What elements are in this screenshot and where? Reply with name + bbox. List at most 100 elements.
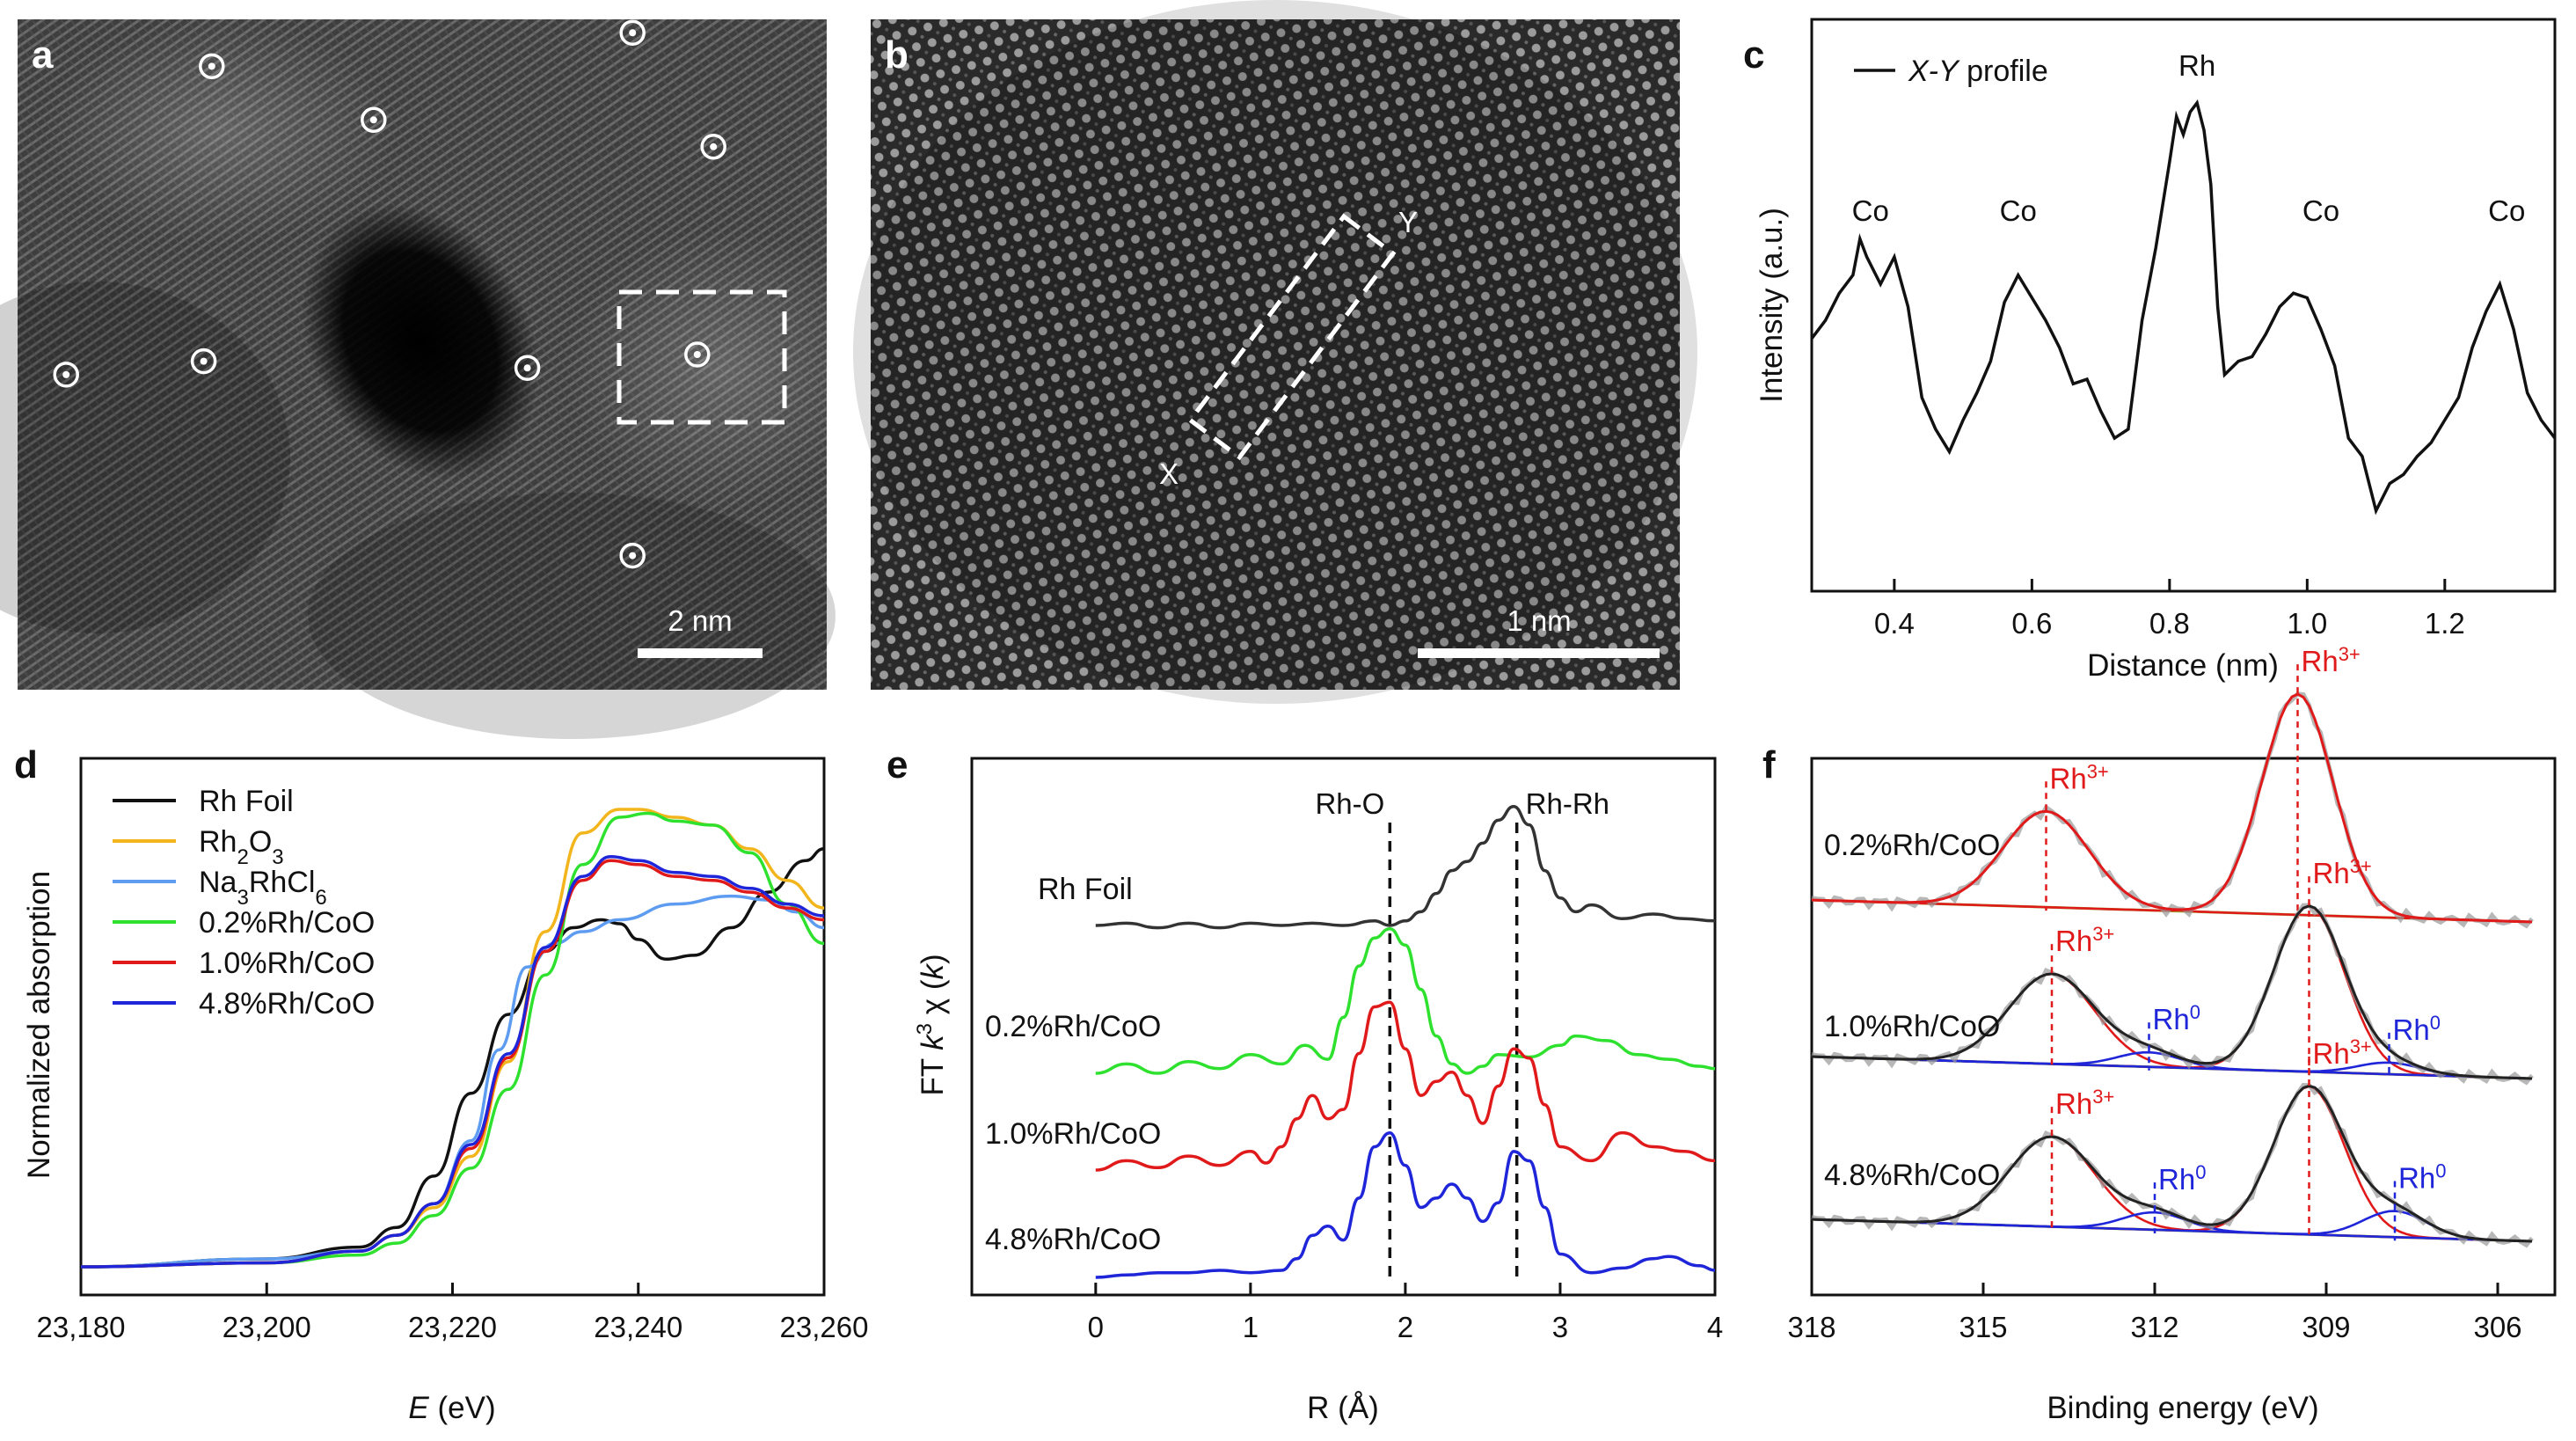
legend-entry-d: Rh Foil	[199, 785, 294, 818]
xanes-line-3	[80, 811, 825, 1269]
f-tick-label: 306	[2473, 1311, 2521, 1343]
panel-letter-e: e	[887, 743, 908, 786]
ft-line-0	[1095, 805, 1716, 930]
f-tick-label: 312	[2130, 1311, 2178, 1343]
xanes-line-4	[80, 859, 825, 1269]
legend-entry-d: Rh2O3	[199, 825, 284, 869]
y-axis-label-d: Normalized absorption	[22, 871, 56, 1179]
d-tick-label: 23,220	[408, 1311, 497, 1343]
sample-label-f: 0.2%Rh/CoO	[1824, 829, 2000, 862]
xy-profile-line	[1810, 99, 2557, 516]
rh3-label: Rh3+	[2055, 1086, 2114, 1121]
dark-particle	[302, 202, 539, 480]
x-axis-ticks-e: 0 1 2 3 4	[1088, 1283, 1723, 1343]
single-atom-dot	[369, 116, 377, 124]
scale-bar-b-label: 1 nm	[1507, 604, 1571, 637]
ft-line-2	[1095, 1000, 1716, 1172]
sample-label-e: Rh Foil	[1038, 873, 1133, 906]
xps-envelope	[1811, 904, 2533, 1080]
sample-label-e: 0.2%Rh/CoO	[985, 1010, 1161, 1043]
d-tick-label: 23,180	[37, 1311, 126, 1343]
sample-label-e: 4.8%Rh/CoO	[985, 1223, 1161, 1256]
xanes-line-5	[80, 855, 825, 1269]
panel-a: 2 nm a	[0, 18, 879, 739]
plot-frame-d	[79, 757, 826, 1297]
c-tick-label: 0.4	[1874, 607, 1915, 640]
xanes-line-0	[80, 847, 825, 1269]
ref-label-rh-rh: Rh-Rh	[1526, 787, 1609, 820]
single-atom-dot	[523, 364, 531, 372]
single-atom-dot	[200, 357, 208, 365]
c-tick-label: 1.2	[2425, 607, 2465, 640]
atom-markers	[53, 19, 726, 569]
single-atom-dot	[629, 29, 637, 37]
y-axis-label-c: Intensity (a.u.)	[1755, 208, 1789, 403]
selection-box	[617, 289, 787, 425]
x-axis-label-c: Distance (nm)	[2087, 648, 2279, 683]
xanes-line-1	[80, 808, 825, 1269]
xps-spectra: 0.2%Rh/CoO Rh3+ Rh3+ 1.0%Rh/CoO Rh3+ Rh3+ Rh0 R…	[1811, 643, 2534, 1248]
f-tick-label: 309	[2302, 1311, 2350, 1343]
ft-line-3	[1095, 1130, 1716, 1279]
plot-frame-c	[1810, 18, 2557, 593]
profile-peak-labels: Co Co Rh Co Co	[1852, 49, 2526, 227]
ref-label-rh-o: Rh-O	[1315, 787, 1384, 820]
xanes-curves	[80, 808, 825, 1269]
single-atom-dot	[629, 552, 637, 560]
peak-label-rh: Rh	[2178, 49, 2215, 82]
d-tick-label: 23,240	[594, 1311, 682, 1343]
legend-entry-d: Na3RhCl6	[199, 866, 327, 910]
panel-letter-f: f	[1762, 743, 1776, 786]
e-tick-label: 1	[1243, 1311, 1259, 1343]
xps-raw-data	[1811, 691, 2534, 929]
line-profile-box	[1186, 213, 1397, 461]
legend-c: X-Y profile	[1908, 55, 2048, 88]
single-atom-dot	[62, 370, 70, 378]
e-tick-label: 2	[1397, 1311, 1413, 1343]
panel-letter-d: d	[14, 743, 38, 786]
plot-frame-f	[1810, 757, 2557, 1297]
peak-label-co: Co	[2488, 194, 2525, 227]
single-atom-marker	[190, 347, 217, 375]
peak-label-co: Co	[2000, 194, 2037, 227]
peak-label-co: Co	[2302, 194, 2339, 227]
sample-label-f: 4.8%Rh/CoO	[1824, 1159, 2000, 1192]
rh3-label: Rh3+	[2313, 1035, 2372, 1070]
c-tick-label: 0.6	[2011, 607, 2052, 640]
reference-lines: Rh-O Rh-Rh	[1315, 787, 1609, 1277]
peak-label-co: Co	[1852, 194, 1889, 227]
xanes-line-2	[80, 894, 825, 1269]
plot-frame-e	[970, 757, 1717, 1297]
panel-b-image	[871, 19, 1680, 690]
e-tick-label: 0	[1088, 1311, 1104, 1343]
panel-c: 0.4 0.6 0.8 1.0 1.2 Co Co Rh Co Co X-Y profile I…	[1743, 18, 2557, 683]
panel-e: 0 1 2 3 4 Rh-O Rh-Rh Rh Foil 0.2%Rh/CoO 1.0%Rh/…	[887, 743, 1723, 1425]
profile-end-y: Y	[1398, 206, 1418, 238]
x-axis-ticks-d: 23,180 23,200 23,220 23,240 23,260	[37, 1283, 868, 1343]
single-atom-marker	[361, 106, 387, 134]
y-axis-label-e: FT k3 χ (k)	[913, 954, 951, 1095]
rh0-label: Rh0	[2398, 1159, 2446, 1195]
xps-envelope	[1811, 1084, 2533, 1243]
rh0-label: Rh0	[2393, 1011, 2441, 1046]
single-atom-marker	[684, 341, 711, 368]
c-tick-label: 0.8	[2149, 607, 2190, 640]
x-axis-ticks-c: 0.4 0.6 0.8 1.0 1.2	[1874, 579, 2465, 640]
xps-envelope	[1811, 692, 2533, 924]
ft-exafs-curves	[1095, 805, 1716, 1279]
rh3-label: Rh3+	[2055, 923, 2114, 958]
panel-f: 318 315 312 309 306 0.2%Rh/CoO Rh3+ Rh3+ 1.0%Rh…	[1762, 643, 2557, 1425]
profile-start-x: X	[1159, 457, 1179, 490]
legend-entry-d: 4.8%Rh/CoO	[199, 987, 375, 1020]
e-tick-label: 3	[1552, 1311, 1568, 1343]
c-tick-label: 1.0	[2287, 607, 2327, 640]
ft-line-1	[1095, 926, 1716, 1075]
x-axis-label-e: R (Å)	[1307, 1391, 1379, 1425]
scale-bar-a-label: 2 nm	[668, 604, 732, 637]
sample-label-e: 1.0%Rh/CoO	[985, 1117, 1161, 1151]
single-atom-dot	[710, 143, 718, 150]
single-atom-dot	[208, 62, 215, 70]
x-axis-ticks-f: 318 315 312 309 306	[1787, 1283, 2522, 1343]
single-atom-marker	[199, 53, 225, 80]
